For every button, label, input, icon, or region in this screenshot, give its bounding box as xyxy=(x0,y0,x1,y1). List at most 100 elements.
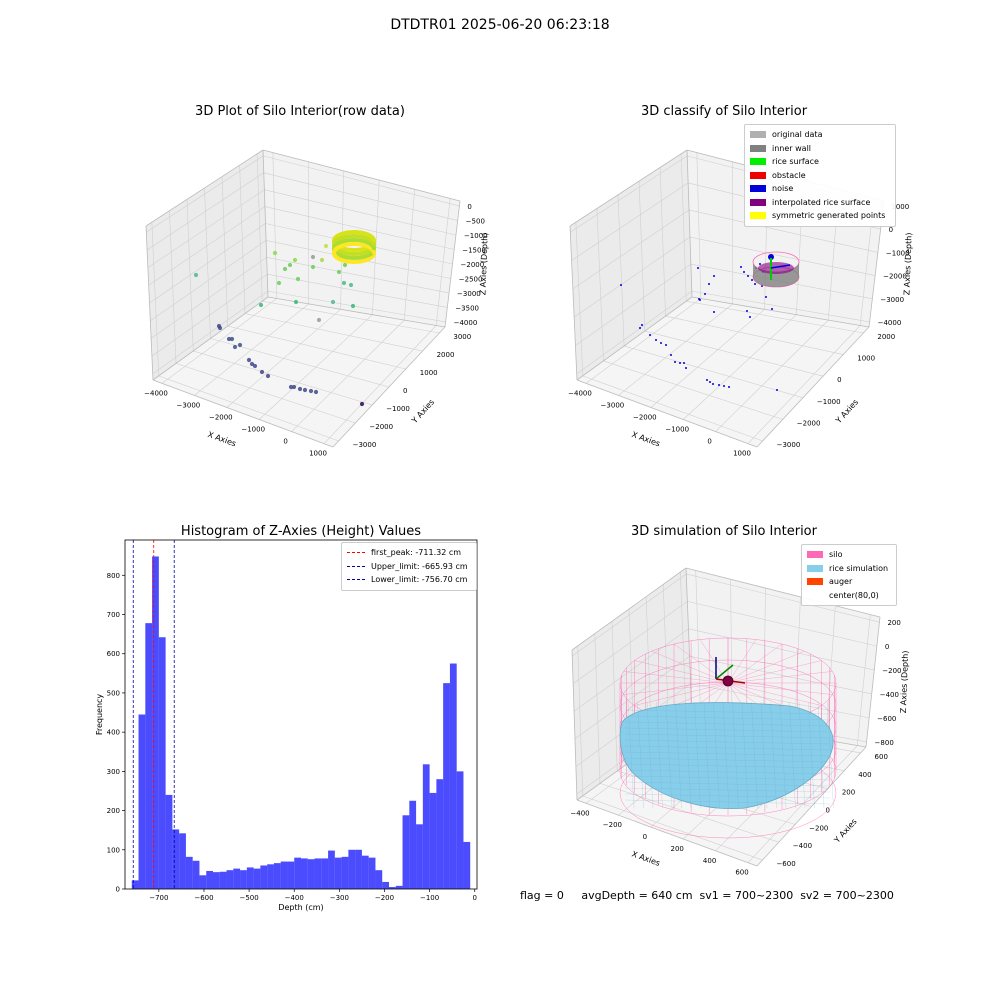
classify-noise-cluster xyxy=(768,254,774,260)
raw-y-tick-label: −3000 xyxy=(353,441,377,449)
raw-z-tick-label: −4000 xyxy=(454,319,478,327)
classify-noise-point xyxy=(679,362,681,364)
legend-item-silo: silo xyxy=(807,548,891,562)
raw-scatter-point xyxy=(226,336,232,342)
sim-grid-y xyxy=(611,621,618,771)
sim-grid-z xyxy=(574,655,690,740)
raw-grid-z xyxy=(150,257,267,339)
histogram-bar xyxy=(240,870,247,889)
raw-grid-y xyxy=(175,363,356,424)
raw-scatter-point xyxy=(342,262,348,268)
classify-axis-edge xyxy=(569,149,688,227)
raw-scatter-point xyxy=(232,344,238,350)
sim-z-tick-label: −600 xyxy=(877,715,896,723)
classify-noise-point xyxy=(641,324,643,326)
histogram-bar xyxy=(138,714,146,889)
legend-item-interpolated-rice-surface: interpolated rice surface xyxy=(750,196,890,210)
classify-grid-y xyxy=(638,181,646,332)
classify-z-tick-label: −4000 xyxy=(878,319,902,327)
sim-rice-mesh xyxy=(624,709,831,715)
legend-swatch xyxy=(750,144,766,152)
classify-noise-point xyxy=(697,267,699,269)
classify-x-tick-label: 1000 xyxy=(733,450,751,458)
raw-grid-z xyxy=(263,155,460,207)
raw-scatter-point xyxy=(288,384,294,390)
classify-z-tick-label: 1000 xyxy=(891,203,909,211)
classify-noise-point xyxy=(740,266,742,268)
classify-grid-z xyxy=(691,290,870,323)
sim-rice-mesh xyxy=(684,701,692,809)
classify-noise-point xyxy=(712,383,714,385)
legend-item-obstacle: obstacle xyxy=(750,169,890,183)
histogram-bar xyxy=(294,857,301,889)
classify-noise-axis xyxy=(770,264,791,269)
sim-y-tick-label: 200 xyxy=(842,789,855,797)
histogram-bar xyxy=(382,881,389,889)
sim-x-tick-label: 200 xyxy=(671,845,684,853)
classify-axis-edge xyxy=(686,149,693,298)
raw-grid-z xyxy=(264,206,455,250)
histogram-y-tick-label: 800 xyxy=(107,572,120,580)
sim-rice-mesh xyxy=(624,763,831,769)
raw-y-tick-label: 2000 xyxy=(437,351,455,359)
classify-noise-point xyxy=(706,379,708,381)
classify-noise-point xyxy=(655,339,657,341)
raw-grid-z xyxy=(152,290,268,375)
classify-noise-point xyxy=(713,311,715,313)
legend-item-lower-limit: Lower_limit: -756.70 cm xyxy=(347,573,471,587)
sim-grid-z xyxy=(690,683,870,719)
classify-grid-z xyxy=(573,236,691,318)
histogram-bar xyxy=(368,857,376,889)
raw-scatter-point xyxy=(295,276,301,282)
raw-scatter-point xyxy=(323,243,329,249)
sim-rice-mesh xyxy=(789,701,796,809)
histogram-bar xyxy=(280,861,288,889)
histogram-bar xyxy=(314,858,322,889)
histogram-bar xyxy=(287,861,295,889)
classify-x-axis-label: X Axies xyxy=(630,430,661,449)
raw-y-tick-label: −2000 xyxy=(369,423,393,431)
classify-grid-y xyxy=(575,222,584,376)
classify-noise-point xyxy=(723,385,725,387)
sim-rice-mesh xyxy=(722,701,730,809)
raw-axis-edge xyxy=(262,149,269,298)
raw-y-tick-label: 3000 xyxy=(453,333,471,341)
classify-grid-x xyxy=(618,303,733,396)
raw-z-tick-label: 0 xyxy=(467,203,471,211)
histogram-bar xyxy=(213,872,220,889)
sim-rice-mesh xyxy=(624,793,831,799)
sim-rice-mesh xyxy=(627,701,635,809)
classify-noise-point xyxy=(620,284,622,286)
sim-rice-mesh xyxy=(798,701,806,809)
sim-grid-y xyxy=(577,645,584,796)
histogram-bar xyxy=(321,858,329,889)
sim-z-tick-label: −200 xyxy=(882,667,901,675)
histogram-bar xyxy=(267,864,274,889)
sim-z-tick-label: 0 xyxy=(885,643,889,651)
histogram-bar xyxy=(273,863,281,889)
raw-plot-title: 3D Plot of Silo Interior(row data) xyxy=(195,104,405,119)
raw-z-tick-label: −3500 xyxy=(455,304,479,312)
histogram-x-tick-label: −400 xyxy=(285,894,304,902)
sim-rice-mesh xyxy=(624,799,831,805)
legend-item-upper-limit: Upper_limit: -665.93 cm xyxy=(347,560,471,574)
legend-item-symmetric-generated-points: symmetric generated points xyxy=(750,209,890,223)
classify-noise-point xyxy=(709,381,711,383)
classify-axis-edge xyxy=(569,225,578,381)
sim-grid-x xyxy=(730,579,733,724)
raw-ring-point xyxy=(371,242,376,247)
legend-item-auger: auger xyxy=(807,575,891,589)
classify-grid-y xyxy=(659,167,666,317)
sim-rice-mesh xyxy=(624,775,831,781)
raw-scatter-point xyxy=(246,357,252,363)
sim-rice-mesh xyxy=(703,701,711,809)
raw-scatter-point xyxy=(292,257,298,263)
histogram-x-tick-label: −700 xyxy=(149,894,168,902)
classify-grid-y xyxy=(582,375,763,442)
histogram-bar xyxy=(246,867,254,889)
classify-grid-x xyxy=(585,298,702,384)
sim-rice-mesh xyxy=(741,701,749,809)
sim-rice-mesh xyxy=(624,769,831,775)
sim-y-tick-label: −200 xyxy=(809,824,828,832)
sim-rice-mesh xyxy=(624,757,831,763)
